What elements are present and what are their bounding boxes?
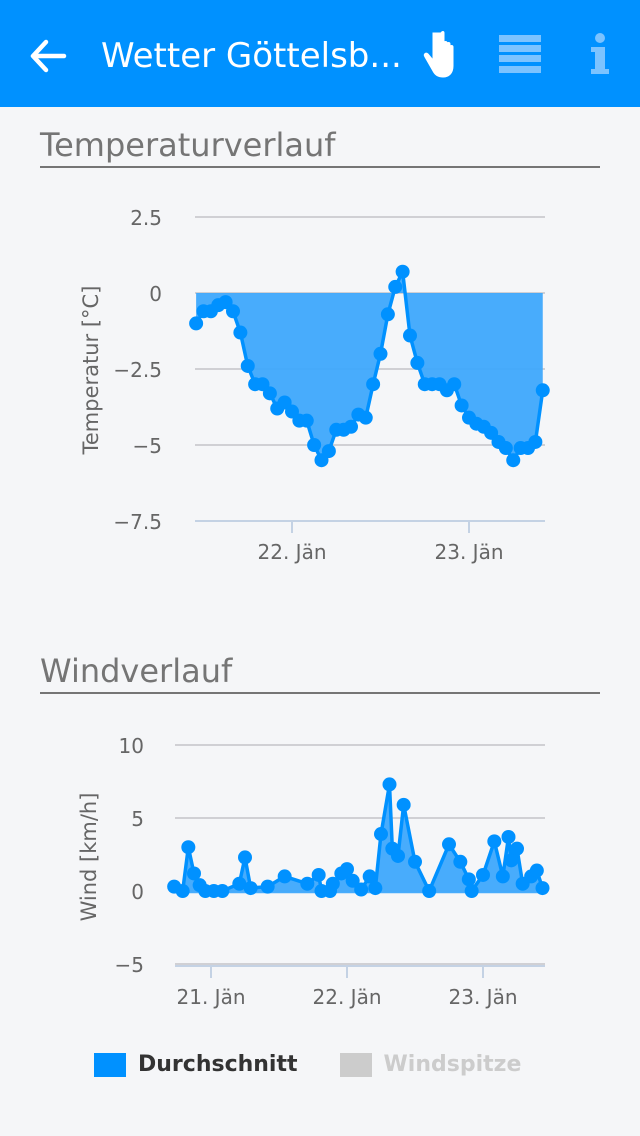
wind-chart: 10 5 0 −5 21. Jän 22. Jän 23. Jän Wind [km/h]: [77, 734, 550, 1009]
data-point: [366, 377, 381, 392]
data-point: [528, 434, 543, 449]
x-tick-label: 22. Jän: [313, 985, 382, 1009]
data-point: [382, 777, 397, 792]
wind-section-divider: [40, 692, 600, 694]
chart-legend: Durchschnitt Windspitze: [94, 1052, 563, 1077]
data-point: [535, 383, 550, 398]
y-tick-label: 0: [149, 282, 162, 306]
legend-label-windspitze: Windspitze: [383, 1052, 522, 1077]
menu-icon[interactable]: [499, 35, 541, 73]
data-point: [395, 264, 410, 279]
y-tick-label: 10: [119, 734, 144, 758]
legend-item-durchschnitt[interactable]: Durchschnitt: [94, 1052, 298, 1077]
y-tick-label: −5: [133, 434, 162, 458]
data-point: [442, 837, 456, 852]
data-point: [189, 316, 204, 331]
hand-pointer-icon[interactable]: [418, 30, 460, 80]
data-point: [187, 866, 201, 881]
data-point: [215, 884, 230, 898]
data-point: [529, 863, 544, 878]
data-point: [358, 410, 373, 425]
data-point: [403, 328, 417, 343]
legend-item-windspitze[interactable]: Windspitze: [339, 1052, 522, 1077]
x-tick-label: 23. Jän: [449, 985, 518, 1009]
data-point: [447, 377, 462, 392]
data-point: [380, 307, 395, 322]
data-point: [238, 850, 252, 865]
data-point: [495, 869, 510, 884]
data-point: [501, 829, 516, 844]
data-point: [504, 853, 519, 868]
data-point: [464, 884, 479, 898]
y-tick-label: −2.5: [113, 358, 162, 382]
data-point: [535, 881, 550, 896]
data-point: [461, 872, 476, 887]
series-area: [196, 271, 543, 461]
data-point: [354, 882, 369, 897]
data-point: [181, 840, 196, 855]
legend-swatch-windspitze: [339, 1052, 372, 1077]
data-point: [408, 854, 422, 869]
y-tick-label: −7.5: [113, 510, 162, 534]
data-point: [311, 867, 326, 882]
data-point: [240, 358, 255, 373]
temperature-section-divider: [40, 166, 600, 168]
x-tick-label: 23. Jän: [435, 540, 504, 564]
temperature-chart: 2.5 0 −2.5 −5 −7.5 22. Jän 23. Jän Temperatur […: [79, 206, 550, 564]
y-tick-label: 0: [131, 880, 144, 904]
data-point: [340, 862, 354, 877]
data-point: [243, 881, 258, 896]
data-point: [454, 398, 469, 413]
data-point: [175, 884, 190, 898]
data-point: [233, 325, 248, 340]
data-point: [506, 453, 521, 468]
data-point: [510, 841, 524, 856]
data-point: [476, 867, 490, 882]
y-tick-label: 5: [131, 807, 144, 831]
temperature-section-title: Temperaturverlauf: [40, 126, 336, 164]
data-point: [362, 869, 377, 884]
data-point: [321, 444, 336, 459]
data-point: [232, 876, 247, 891]
data-point: [226, 304, 240, 319]
data-point: [344, 419, 358, 434]
data-point: [498, 441, 513, 456]
wind-section-title: Windverlauf: [40, 652, 233, 690]
data-point: [300, 876, 315, 891]
data-point: [422, 884, 437, 898]
x-tick-label: 21. Jän: [177, 985, 246, 1009]
y-axis-label: Temperatur [°C]: [79, 286, 103, 456]
data-point: [368, 881, 383, 896]
data-point: [299, 413, 314, 428]
data-point: [388, 279, 403, 294]
data-point: [396, 797, 411, 812]
data-point: [307, 438, 322, 452]
data-point: [345, 873, 360, 888]
data-point: [325, 876, 340, 891]
data-point: [373, 346, 388, 361]
data-point: [277, 869, 292, 884]
x-tick-label: 22. Jän: [258, 540, 327, 564]
info-icon[interactable]: [586, 32, 614, 76]
data-point: [260, 879, 275, 894]
legend-label-durchschnitt: Durchschnitt: [138, 1052, 298, 1077]
y-tick-label: 2.5: [130, 206, 162, 230]
legend-swatch-durchschnitt: [94, 1052, 126, 1077]
series-area: [174, 784, 543, 894]
data-point: [410, 355, 425, 370]
data-point: [374, 827, 388, 842]
back-arrow-icon[interactable]: [26, 34, 70, 78]
y-axis-label: Wind [km/h]: [77, 793, 101, 922]
data-point: [487, 834, 502, 849]
y-tick-label: −5: [115, 953, 144, 977]
app-bar: Wetter Göttelsb...: [0, 0, 640, 107]
data-point: [391, 848, 405, 863]
page-title: Wetter Göttelsb...: [101, 36, 402, 76]
data-point: [262, 386, 277, 401]
data-point: [453, 854, 468, 869]
